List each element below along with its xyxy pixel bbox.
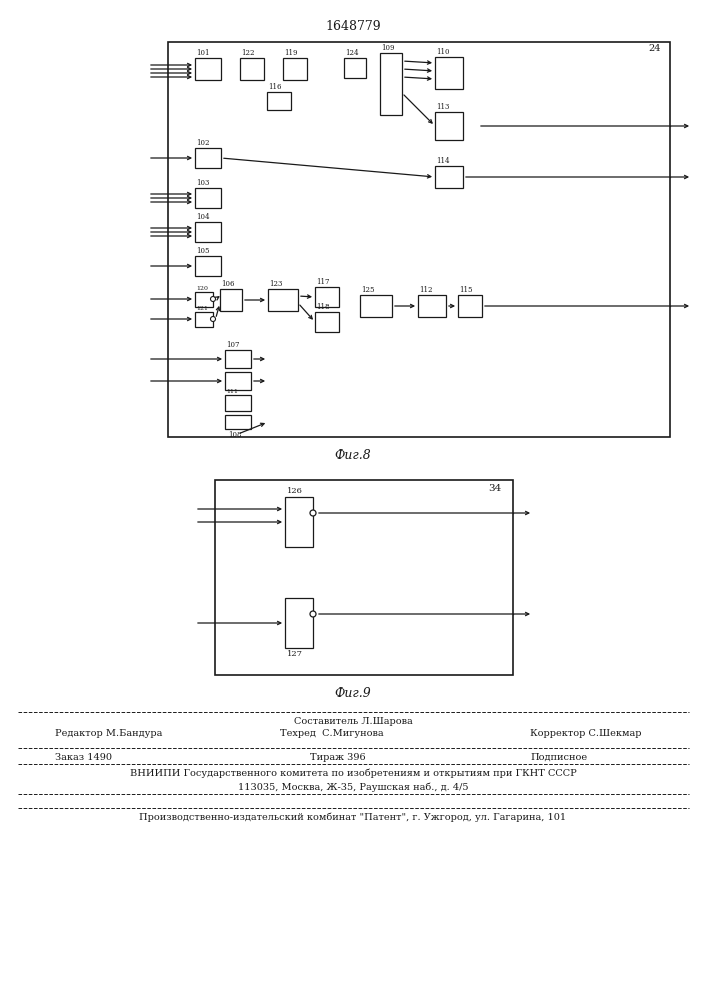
Text: 115: 115 bbox=[459, 286, 472, 294]
Text: 114: 114 bbox=[436, 157, 450, 165]
Bar bbox=[225, 372, 251, 390]
Bar bbox=[418, 295, 446, 317]
Bar bbox=[315, 312, 339, 332]
Text: 111: 111 bbox=[226, 389, 238, 394]
Text: Заказ 1490: Заказ 1490 bbox=[55, 753, 112, 762]
Bar bbox=[285, 598, 313, 648]
Text: 120: 120 bbox=[196, 286, 208, 291]
Text: 125: 125 bbox=[361, 286, 375, 294]
Text: Фиг.8: Фиг.8 bbox=[334, 449, 371, 462]
Bar bbox=[315, 287, 339, 307]
Bar bbox=[435, 57, 463, 89]
Bar bbox=[240, 58, 264, 80]
Bar bbox=[267, 92, 291, 110]
Bar bbox=[435, 112, 463, 140]
Circle shape bbox=[310, 510, 316, 516]
Text: Тираж 396: Тираж 396 bbox=[310, 753, 366, 762]
Bar bbox=[458, 295, 482, 317]
Text: 106: 106 bbox=[221, 280, 235, 288]
Bar bbox=[215, 480, 513, 675]
Text: 113: 113 bbox=[436, 103, 450, 111]
Text: 124: 124 bbox=[345, 49, 358, 57]
Text: 113035, Москва, Ж-35, Раушская наб., д. 4/5: 113035, Москва, Ж-35, Раушская наб., д. … bbox=[238, 782, 468, 792]
Text: 107: 107 bbox=[226, 341, 240, 349]
Text: 101: 101 bbox=[196, 49, 209, 57]
Text: 102: 102 bbox=[196, 139, 209, 147]
Bar bbox=[195, 292, 213, 307]
Text: Фиг.9: Фиг.9 bbox=[334, 687, 371, 700]
Text: 105: 105 bbox=[196, 247, 209, 255]
Text: Составитель Л.Шарова: Составитель Л.Шарова bbox=[293, 717, 412, 726]
Bar bbox=[380, 53, 402, 115]
Text: 121: 121 bbox=[196, 306, 208, 311]
Text: 110: 110 bbox=[436, 48, 450, 56]
Text: 104: 104 bbox=[196, 213, 209, 221]
Bar bbox=[283, 58, 307, 80]
Bar bbox=[195, 148, 221, 168]
Text: 1648779: 1648779 bbox=[325, 20, 381, 33]
Bar bbox=[195, 188, 221, 208]
Circle shape bbox=[310, 611, 316, 617]
Text: 122: 122 bbox=[241, 49, 255, 57]
Bar bbox=[344, 58, 366, 78]
Text: 109: 109 bbox=[381, 44, 395, 52]
Circle shape bbox=[211, 296, 216, 302]
Bar bbox=[220, 289, 242, 311]
Bar bbox=[195, 58, 221, 80]
Text: Подписное: Подписное bbox=[530, 753, 587, 762]
Text: 24: 24 bbox=[648, 44, 660, 53]
Bar bbox=[435, 166, 463, 188]
Text: 119: 119 bbox=[284, 49, 298, 57]
Text: 116: 116 bbox=[268, 83, 281, 91]
Bar bbox=[268, 289, 298, 311]
Bar bbox=[195, 312, 213, 327]
Bar bbox=[225, 395, 251, 411]
Bar bbox=[195, 222, 221, 242]
Bar bbox=[225, 415, 251, 429]
Text: 127: 127 bbox=[287, 650, 303, 658]
Text: 103: 103 bbox=[196, 179, 209, 187]
Text: Техред  С.Мигунова: Техред С.Мигунова bbox=[280, 729, 384, 738]
Bar bbox=[168, 42, 670, 437]
Text: 126: 126 bbox=[287, 487, 303, 495]
Text: 117: 117 bbox=[316, 278, 329, 286]
Bar bbox=[225, 350, 251, 368]
Text: 34: 34 bbox=[488, 484, 501, 493]
Text: 123: 123 bbox=[269, 280, 282, 288]
Text: Корректор С.Шекмар: Корректор С.Шекмар bbox=[530, 729, 641, 738]
Text: Производственно-издательский комбинат "Патент", г. Ужгород, ул. Гагарина, 101: Производственно-издательский комбинат "П… bbox=[139, 812, 566, 822]
Text: 118: 118 bbox=[316, 303, 329, 311]
Text: Редактор М.Бандура: Редактор М.Бандура bbox=[55, 729, 163, 738]
Bar bbox=[195, 256, 221, 276]
Bar bbox=[360, 295, 392, 317]
Text: ВНИИПИ Государственного комитета по изобретениям и открытиям при ГКНТ СССР: ВНИИПИ Государственного комитета по изоб… bbox=[129, 769, 576, 778]
Bar bbox=[285, 497, 313, 547]
Circle shape bbox=[211, 316, 216, 322]
Text: 108: 108 bbox=[228, 431, 242, 439]
Text: 112: 112 bbox=[419, 286, 433, 294]
